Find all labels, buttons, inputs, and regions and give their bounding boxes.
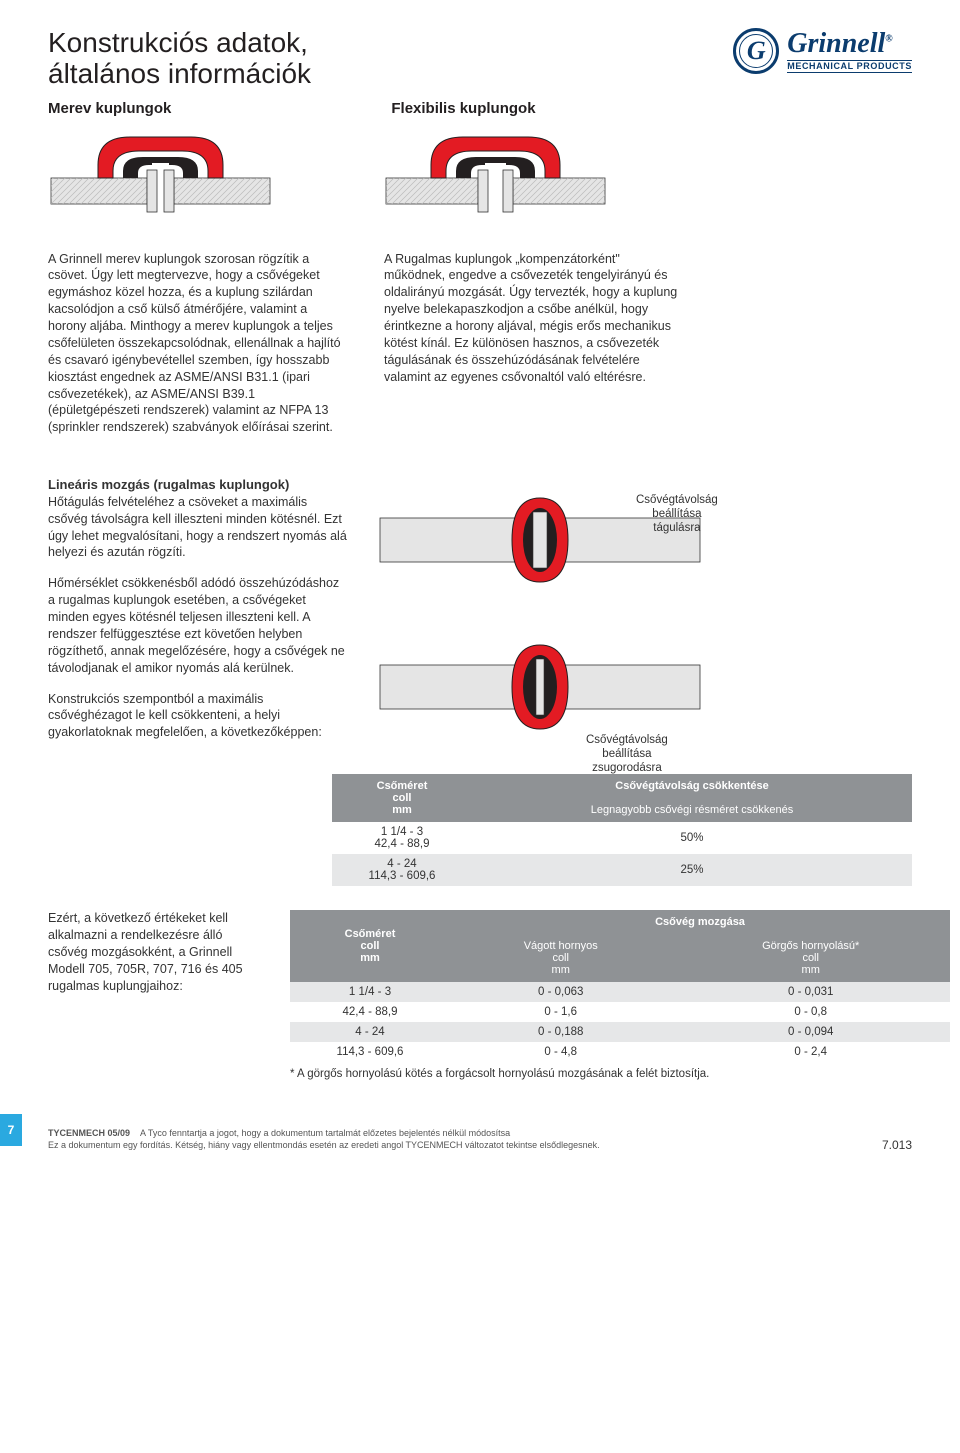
t1-size: 1 1/4 - 342,4 - 88,9	[332, 822, 472, 854]
table-row: 114,3 - 609,60 - 4,80 - 2,4	[290, 1042, 950, 1062]
t2-b: 0 - 0,188	[450, 1022, 671, 1042]
t2-h-cut-u1: coll	[458, 952, 663, 964]
t1-reduction: 25%	[472, 854, 912, 886]
registered-icon: ®	[885, 33, 892, 44]
linear-p3: Konstrukciós szempontból a maximális cső…	[48, 691, 348, 742]
shrink-diagram-icon	[376, 621, 736, 761]
body-col-2: A Rugalmas kuplungok „kompenzátorként" m…	[384, 251, 684, 437]
t2-h-cut-u2: mm	[458, 964, 663, 976]
t2-a: 4 - 24	[290, 1022, 450, 1042]
t2-h-cut-label: Vágott hornyos	[458, 940, 663, 952]
t1-h-size-label: Csőméret	[340, 780, 464, 792]
t2-c: 0 - 2,4	[671, 1042, 950, 1062]
t2-a: 1 1/4 - 3	[290, 982, 450, 1002]
title-line1: Konstrukciós adatok,	[48, 27, 308, 58]
t1-size: 4 - 24114,3 - 609,6	[332, 854, 472, 886]
linear-p2: Hőmérséklet csökkenésből adódó összehúzó…	[48, 575, 348, 676]
flex-coupling-icon	[383, 123, 608, 223]
footer-code: TYCENMECH 05/09	[48, 1128, 130, 1138]
linear-p1: Hőtágulás felvételéhez a csöveket a maxi…	[48, 494, 348, 562]
shrink-label: Csővégtávolság beállítása zsugorodásra	[586, 734, 668, 775]
expansion-label-text: Csővégtávolság beállítása tágulásra	[636, 494, 718, 534]
table2-footnote: * A görgős hornyolású kötés a forgácsolt…	[290, 1068, 950, 1080]
t2-b: 0 - 4,8	[450, 1042, 671, 1062]
logo-subtitle: MECHANICAL PRODUCTS	[787, 60, 912, 73]
linear-text: Lineáris mozgás (rugalmas kuplungok) Hőt…	[48, 476, 348, 766]
t2-a: 42,4 - 88,9	[290, 1002, 450, 1022]
linear-diagrams: Csővégtávolság beállítása tágulásra Csőv…	[376, 476, 912, 766]
logo-brand-text: Grinnell	[787, 28, 885, 59]
t2-h-roll-label: Görgős hornyolású*	[679, 940, 942, 952]
t1-reduction: 50%	[472, 822, 912, 854]
linear-section: Lineáris mozgás (rugalmas kuplungok) Hőt…	[48, 476, 912, 766]
t2-c: 0 - 0,031	[671, 982, 950, 1002]
title-line2: általános információk	[48, 58, 311, 89]
gap-reduction-table: Csőméret coll mm Csővégtávolság csökkent…	[332, 774, 912, 886]
subhead-flex: Flexibilis kuplungok	[391, 100, 535, 117]
page-title: Konstrukciós adatok, általános informáci…	[48, 28, 311, 90]
t2-h-size-label: Csőméret	[298, 928, 442, 940]
t2-b: 0 - 0,063	[450, 982, 671, 1002]
page-tab: 7	[0, 1114, 22, 1146]
footer-left: TYCENMECH 05/09 A Tyco fenntartja a jogo…	[48, 1128, 600, 1151]
table-row: 1 1/4 - 342,4 - 88,950%	[332, 822, 912, 854]
footer-line2: Ez a dokumentum egy fordítás. Kétség, hi…	[48, 1140, 600, 1150]
expansion-label: Csővégtávolság beállítása tágulásra	[636, 494, 718, 535]
footer-page-number: 7.013	[882, 1138, 912, 1152]
t1-h-size-u2: mm	[340, 804, 464, 816]
shrink-label-text: Csővégtávolság beállítása zsugorodásra	[586, 734, 668, 774]
t2-b: 0 - 1,6	[450, 1002, 671, 1022]
subhead-rigid: Merev kuplungok	[48, 100, 171, 117]
brand-logo: G Grinnell® MECHANICAL PRODUCTS	[733, 28, 912, 74]
footer-line1: A Tyco fenntartja a jogot, hogy a dokume…	[140, 1128, 510, 1138]
t2-c: 0 - 0,8	[671, 1002, 950, 1022]
logo-brand-name: Grinnell®	[787, 30, 912, 58]
t2-c: 0 - 0,094	[671, 1022, 950, 1042]
table-row: 42,4 - 88,90 - 1,60 - 0,8	[290, 1002, 950, 1022]
t1-h-size-u1: coll	[340, 792, 464, 804]
table-row: 4 - 240 - 0,1880 - 0,094	[290, 1022, 950, 1042]
table2-wrap: Csőméret coll mm Csővég mozgása Vágott h…	[290, 910, 950, 1080]
t2-h-size-u1: coll	[298, 940, 442, 952]
body-columns: A Grinnell merev kuplungok szorosan rögz…	[48, 251, 912, 437]
t2-h-cut: Vágott hornyos coll mm	[450, 934, 671, 982]
t1-h-title: Csővégtávolság csökkentése	[472, 774, 912, 798]
t2-h-roll-u1: coll	[679, 952, 942, 964]
linear-heading: Lineáris mozgás (rugalmas kuplungok)	[48, 476, 348, 494]
body-col-1: A Grinnell merev kuplungok szorosan rögz…	[48, 251, 348, 437]
bottom-section: Ezért, a következő értékeket kell alkalm…	[48, 910, 912, 1080]
t2-h-size: Csőméret coll mm	[290, 910, 450, 982]
t2-h-roll-u2: mm	[679, 964, 942, 976]
t2-h-size-u2: mm	[298, 952, 442, 964]
table1-wrap: Csőméret coll mm Csővégtávolság csökkent…	[48, 774, 912, 886]
t2-h-roll: Görgős hornyolású* coll mm	[671, 934, 950, 982]
bottom-text: Ezért, a következő értékeket kell alkalm…	[48, 910, 260, 994]
page-footer: TYCENMECH 05/09 A Tyco fenntartja a jogo…	[48, 1128, 912, 1151]
coupling-diagram-row	[48, 123, 912, 223]
t2-a: 114,3 - 609,6	[290, 1042, 450, 1062]
logo-text: Grinnell® MECHANICAL PRODUCTS	[787, 30, 912, 73]
title-block: Konstrukciós adatok, általános informáci…	[48, 28, 311, 90]
page-header: Konstrukciós adatok, általános informáci…	[48, 28, 912, 90]
pipe-end-movement-table: Csőméret coll mm Csővég mozgása Vágott h…	[290, 910, 950, 1062]
table-row: 4 - 24114,3 - 609,625%	[332, 854, 912, 886]
t2-h-title: Csővég mozgása	[450, 910, 950, 934]
table-row: 1 1/4 - 30 - 0,0630 - 0,031	[290, 982, 950, 1002]
t1-h-size: Csőméret coll mm	[332, 774, 472, 822]
logo-seal-icon: G	[733, 28, 779, 74]
t1-h-reduction: Legnagyobb csővégi résméret csökkenés	[472, 798, 912, 822]
subhead-row: Merev kuplungok Flexibilis kuplungok	[48, 100, 912, 117]
rigid-coupling-icon	[48, 123, 273, 223]
